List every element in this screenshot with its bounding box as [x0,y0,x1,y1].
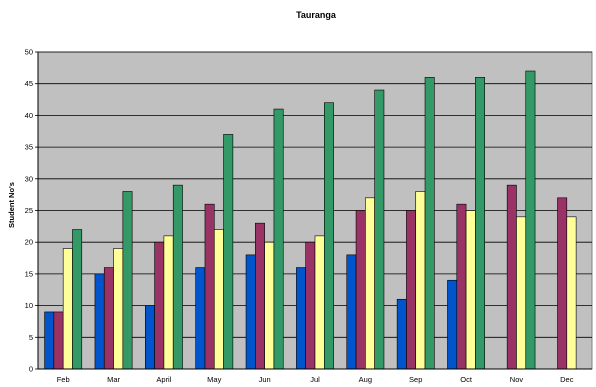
bar [415,191,426,370]
bar [264,241,275,370]
bar [346,254,357,370]
bar [273,108,284,370]
y-tick-label: 45 [25,79,33,88]
chart-title: Tauranga [296,10,337,20]
bar [172,184,183,370]
bar [296,267,306,370]
bars [44,70,577,370]
bar [245,254,256,370]
x-tick-label: Feb [57,375,70,384]
axes: 0 5 10 15 20 25 30 35 40 45 50 Feb Mar April May Jun Jul… [25,48,592,384]
x-tick-label: Oct [460,375,473,384]
bar [145,305,155,370]
bar [204,203,215,370]
x-tick-label: Nov [510,375,524,384]
x-tick-label: May [207,375,221,384]
y-tick-label: 5 [29,333,33,342]
y-tick-label: 25 [25,206,33,215]
x-tick-label: Jul [310,375,320,384]
bar [424,77,435,370]
bar [475,77,485,370]
y-tick-label: 0 [29,365,33,374]
bar [323,102,334,370]
bar [72,229,83,370]
y-tick-label: 10 [25,301,33,310]
bar [154,241,165,370]
bar [103,267,114,370]
bar [447,279,458,370]
y-axis-label: Student No's [7,182,16,228]
bar [113,248,124,370]
bar [94,273,105,370]
bar [406,210,417,370]
bar [122,191,133,370]
bar [456,203,467,370]
bar [516,216,527,370]
y-tick-label: 15 [25,269,33,278]
y-tick-label: 50 [25,48,33,57]
bar [566,216,577,370]
bar [314,235,325,370]
bar [506,184,517,370]
bar [53,311,64,370]
bar [62,248,73,370]
bar [374,89,385,370]
bar [305,241,316,370]
bar [525,70,536,370]
x-tick-label: April [156,375,171,384]
x-tick-label: Sep [409,375,422,384]
bar [213,229,224,370]
y-tick-label: 40 [25,111,33,120]
bar [44,311,55,370]
x-tick-label: Jun [259,375,271,384]
bar [355,210,366,370]
x-tick-label: Mar [107,375,120,384]
x-tick-label: Aug [359,375,372,384]
y-tick-label: 30 [25,174,33,183]
bar [465,210,476,370]
bar [255,222,265,370]
bar [223,134,234,370]
bar [365,197,375,370]
bar [195,267,206,370]
bar [396,298,407,370]
y-tick-label: 35 [25,143,33,152]
y-tick-label: 20 [25,238,33,247]
bar [557,197,568,370]
bar [163,235,174,370]
x-tick-label: Dec [560,375,574,384]
